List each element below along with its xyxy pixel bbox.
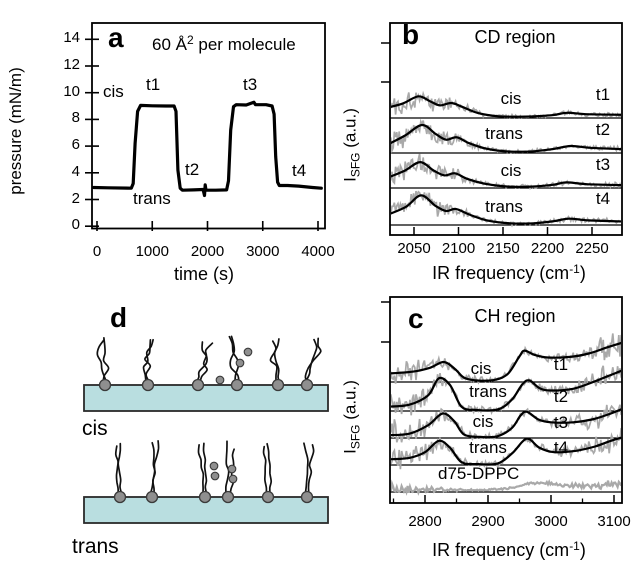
t4-label: t4 (553, 438, 569, 457)
tick-label: 2 (71, 189, 80, 207)
panel-c-xlabel: IR frequency (cm-1) (432, 540, 586, 560)
row2-phase-label: trans (469, 382, 507, 401)
ylabel-post: (a.u.) (340, 380, 360, 425)
ylabel-pre: I (340, 177, 360, 182)
t1-label: t1 (146, 75, 161, 94)
row2-phase-label: trans (485, 124, 523, 143)
panel-b-xlabel: IR frequency (cm-1) (432, 263, 586, 283)
tick-label: 3000 (246, 243, 280, 260)
xlabel-sup: -1 (569, 539, 580, 553)
xlabel-post: ) (579, 540, 586, 560)
ylabel-pre: I (340, 449, 360, 454)
t3-label: t3 (595, 155, 611, 174)
tick-label: 3000 (534, 513, 568, 530)
cis-label: cis (103, 82, 124, 101)
panel-b-letter: b (402, 19, 420, 50)
xlabel-post: ) (579, 263, 586, 283)
tick-label: 2800 (408, 513, 442, 530)
row4-phase-label: trans (485, 197, 523, 216)
annotation-pre: 60 Å (152, 35, 187, 54)
t2-label: t2 (185, 160, 200, 179)
t1-label: t1 (595, 85, 611, 104)
tick-label: 2050 (397, 240, 431, 257)
t4-label: t4 (292, 161, 307, 180)
tick-label: 2250 (575, 240, 609, 257)
panel-a-annotation: 60 Å2 per molecule (152, 34, 296, 54)
xlabel-sup: -1 (569, 262, 580, 276)
panel-a-plot (85, 22, 326, 231)
annotation-sup: 2 (186, 33, 194, 47)
panel-c-ylabel: ISFG (a.u.) (340, 380, 363, 454)
t2-label: t2 (553, 387, 569, 406)
tick-label: 0 (71, 216, 80, 234)
t2-label: t2 (595, 120, 611, 139)
tick-label: 2100 (441, 240, 476, 257)
panel-a-xlabel: time (s) (174, 264, 234, 284)
panel-d-diagram (83, 335, 329, 524)
tick-label: 2200 (530, 240, 565, 257)
panel-c-plot (381, 296, 623, 504)
panel-a-letter: a (108, 22, 124, 53)
panel-a: a 60 Å2 per molecule pressure (mN/m) tim… (0, 0, 336, 290)
tick-label: 2000 (190, 243, 225, 260)
tick-label: 3100 (597, 513, 631, 530)
tick-label: 10 (63, 82, 80, 100)
annotation-post: per molecule (193, 35, 296, 54)
tick-label: 0 (92, 243, 102, 260)
t3-label: t3 (243, 75, 258, 94)
trans-schematic-label: trans (72, 535, 119, 558)
row1-phase-label: cis (470, 359, 492, 378)
row3-phase-label: cis (472, 412, 494, 431)
ylabel-post: (a.u.) (340, 108, 360, 153)
row3-phase-label: cis (500, 161, 522, 180)
row1-phase-label: cis (500, 89, 522, 108)
tick-label: 4000 (301, 243, 335, 260)
tick-label: 1000 (135, 243, 169, 260)
panel-c-title: CH region (474, 306, 556, 326)
panel-a-ylabel: pressure (mN/m) (6, 67, 26, 195)
d75-dppc-label: d75-DPPC (438, 464, 520, 483)
ylabel-sub: SFG (348, 152, 363, 178)
row4-phase-label: trans (469, 438, 507, 457)
panel-b-ylabel: ISFG (a.u.) (340, 108, 363, 182)
trans-label: trans (133, 189, 171, 208)
xlabel-pre: IR frequency (cm (432, 540, 570, 560)
ylabel-sub: SFG (348, 424, 363, 450)
tick-label: 2900 (471, 513, 505, 530)
panel-c: c CH region ISFG (a.u.) IR frequency (cm… (336, 290, 644, 581)
cis-schematic-label: cis (82, 417, 108, 440)
panel-b: b CD region ISFG (a.u.) IR frequency (cm… (336, 0, 644, 290)
panel-d-letter: d (110, 302, 128, 333)
xlabel-pre: IR frequency (cm (432, 263, 570, 283)
tick-label: 14 (63, 29, 80, 47)
tick-label: 6 (71, 136, 80, 154)
panel-c-letter: c (408, 303, 424, 334)
t3-label: t3 (553, 413, 569, 432)
t4-label: t4 (595, 189, 611, 208)
tick-label: 2150 (486, 240, 520, 257)
tick-label: 12 (63, 56, 80, 73)
panel-b-title: CD region (474, 27, 556, 47)
panel-b-plot (381, 22, 623, 236)
tick-label: 8 (71, 109, 80, 127)
tick-label: 4 (71, 162, 80, 180)
t1-label: t1 (553, 355, 569, 374)
panel-d: d cis trans (0, 290, 336, 581)
